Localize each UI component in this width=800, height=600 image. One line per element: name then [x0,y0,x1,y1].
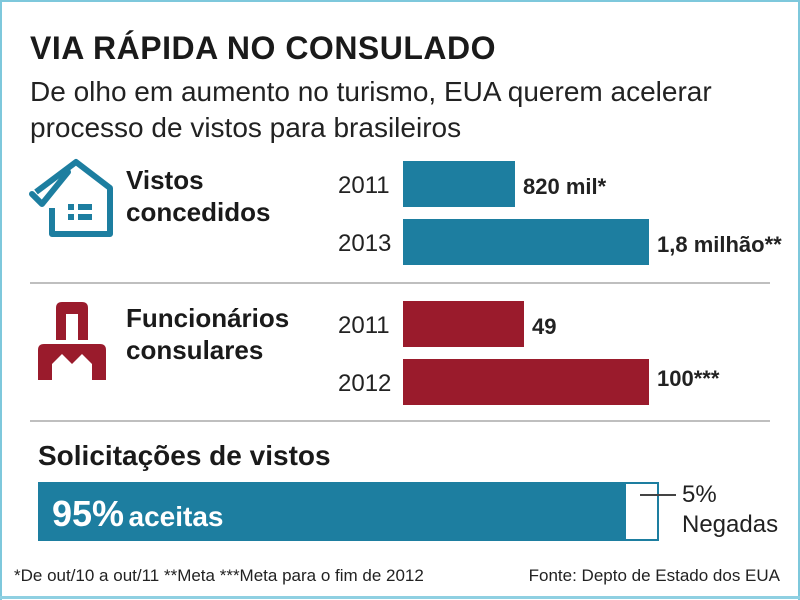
value-label: 1,8 milhão** [657,232,782,257]
aceitas-label: 95% aceitas [52,493,223,535]
chart-subtitle: De olho em aumento no turismo, EUA quere… [30,76,712,143]
negadas-label: 5% Negadas [682,480,778,540]
person-icon [38,302,106,380]
bar-funcionarios-2011 [403,301,524,347]
section-label-line: Funcionários [126,303,290,333]
year-label: 2013 [338,230,392,257]
aceitas-percent: 95% [52,493,125,534]
negadas-leader-line [640,494,676,496]
bar-funcionarios-2012 [403,359,649,405]
negadas-text: Negadas [682,511,779,538]
section-label-line: consulares [126,335,264,365]
requests-bar: 95% aceitas [38,482,659,541]
aceitas-text: aceitas [128,501,224,532]
section-label-line: Vistos [126,165,204,195]
year-label: 2012 [338,370,392,397]
bar-vistos-2011 [403,161,515,207]
bar-vistos-2013 [403,219,649,265]
divider [30,282,770,284]
bar-aceitas [40,484,627,539]
year-label: 2011 [338,312,390,339]
divider [30,420,770,422]
source: Fonte: Depto de Estado dos EUA [528,566,780,585]
section-label-line: concedidos [126,197,271,227]
section-label-funcionarios: Funcionários consulares [126,302,289,366]
value-label: 100*** [657,366,720,391]
negadas-percent: 5% [682,481,717,508]
value-label: 49 [532,314,557,339]
year-label: 2011 [338,172,390,199]
footnote: *De out/10 a out/11 **Meta ***Meta para … [14,566,424,585]
value-label: 820 mil* [523,174,607,199]
chart-title: VIA RÁPIDA NO CONSULADO [30,30,497,66]
frame-bottom-rule [0,596,800,599]
section-title-solicitacoes: Solicitações de vistos [38,440,331,471]
house-check-icon [29,159,113,237]
section-label-vistos: Vistos concedidos [126,164,270,228]
